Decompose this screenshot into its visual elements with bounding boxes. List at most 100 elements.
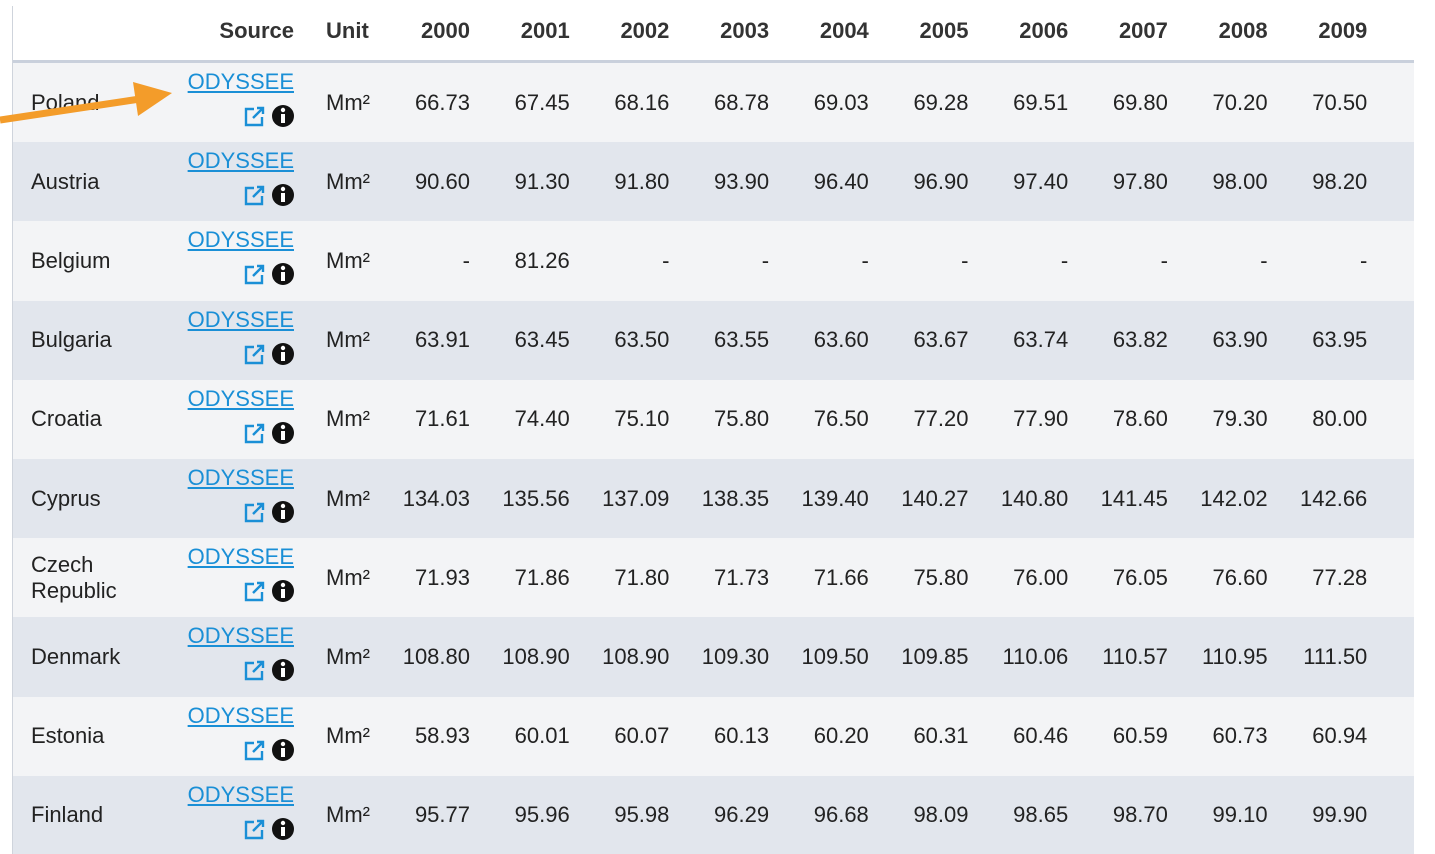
value-cell: 69.51 bbox=[1013, 89, 1069, 115]
source-icons bbox=[244, 817, 294, 840]
unit-cell: Mm² bbox=[326, 89, 370, 115]
source-icons bbox=[242, 499, 294, 530]
value-cell: 63.55 bbox=[714, 327, 770, 353]
value-cell: 60.59 bbox=[1112, 723, 1168, 749]
source-icons bbox=[244, 184, 294, 207]
value-cell: 60.20 bbox=[813, 723, 869, 749]
country-cell: Finland bbox=[31, 776, 161, 854]
value-cell: 79.30 bbox=[1212, 406, 1268, 432]
value-cell: 60.73 bbox=[1212, 723, 1268, 749]
table-row: Finland ODYSSEE Mm² 95.77 95.96 95.98 96.29 96.… bbox=[13, 775, 1414, 854]
source-icons bbox=[244, 501, 294, 523]
source-icons bbox=[244, 659, 294, 682]
value-cell: 69.80 bbox=[1112, 89, 1168, 115]
value-cell: 63.60 bbox=[813, 327, 869, 353]
value-cell: - bbox=[1260, 247, 1268, 273]
value-cell: 69.28 bbox=[913, 89, 969, 115]
table-row: Estonia ODYSSEE Mm² 58.93 60.01 60.07 60.13 60.… bbox=[13, 696, 1414, 776]
value-cell: 76.50 bbox=[813, 406, 869, 432]
value-cell: 99.10 bbox=[1212, 802, 1268, 828]
value-cell: 75.80 bbox=[913, 564, 969, 590]
source-link[interactable]: ODYSSEE bbox=[187, 227, 294, 253]
column-header: 2000 bbox=[421, 18, 470, 43]
source-link[interactable]: ODYSSEE bbox=[187, 306, 294, 332]
source-link[interactable]: ODYSSEE bbox=[187, 465, 294, 490]
country-cell: Czech Republic bbox=[31, 538, 161, 617]
source-icons bbox=[242, 420, 294, 451]
source-icons bbox=[244, 421, 294, 444]
value-cell: 110.95 bbox=[1201, 643, 1268, 669]
value-cell: - bbox=[761, 247, 770, 273]
source-icons bbox=[244, 738, 294, 761]
value-cell: 63.91 bbox=[414, 327, 470, 353]
value-cell: 98.00 bbox=[1212, 168, 1268, 194]
source-link[interactable]: ODYSSEE bbox=[187, 544, 294, 570]
value-cell: 63.90 bbox=[1212, 327, 1268, 353]
value-cell: 71.66 bbox=[813, 564, 869, 590]
source-icons bbox=[242, 261, 294, 292]
source-icons bbox=[242, 578, 294, 609]
value-cell: 78.60 bbox=[1112, 406, 1168, 432]
value-cell: 91.80 bbox=[614, 168, 670, 194]
data-table: Source Unit 2000 2001 2002 2003 2004 2005 2006 20… bbox=[12, 6, 1414, 854]
column-header: 2007 bbox=[1118, 18, 1168, 43]
value-cell: - bbox=[662, 247, 670, 273]
value-cell: 70.50 bbox=[1312, 89, 1368, 115]
value-cell: 63.95 bbox=[1312, 327, 1368, 353]
value-cell: 140.27 bbox=[901, 485, 969, 511]
value-cell: 81.26 bbox=[514, 247, 570, 273]
value-cell: 68.78 bbox=[714, 89, 770, 115]
unit-cell: Mm² bbox=[326, 406, 370, 432]
source-link[interactable]: ODYSSEE bbox=[187, 702, 294, 728]
value-cell: 99.90 bbox=[1312, 802, 1368, 828]
source-link[interactable]: ODYSSEE bbox=[187, 623, 294, 649]
source-link[interactable]: ODYSSEE bbox=[187, 781, 294, 807]
unit-cell: Mm² bbox=[326, 723, 370, 749]
value-cell: 98.09 bbox=[913, 802, 969, 828]
source-icons bbox=[244, 580, 294, 603]
value-cell: 63.74 bbox=[1013, 327, 1069, 353]
source-link[interactable]: ODYSSEE bbox=[187, 385, 294, 411]
country-name: Cyprus bbox=[31, 485, 101, 511]
value-cell: 97.80 bbox=[1112, 168, 1168, 194]
source-icons bbox=[242, 737, 294, 768]
source-link[interactable]: ODYSSEE bbox=[187, 69, 294, 94]
value-cell: 76.05 bbox=[1112, 564, 1168, 590]
country-name: Austria bbox=[31, 168, 100, 194]
value-cell: 142.66 bbox=[1300, 485, 1368, 511]
value-cell: 60.07 bbox=[614, 723, 670, 749]
column-header: 2004 bbox=[819, 18, 869, 43]
table-row: Poland ODYSSEE Mm² 66.73 67.45 68.16 68.78 69.0… bbox=[13, 63, 1414, 143]
value-cell: - bbox=[861, 247, 869, 273]
value-cell: 110.57 bbox=[1102, 643, 1168, 669]
value-cell: 71.61 bbox=[414, 406, 470, 432]
table-row: Croatia ODYSSEE Mm² 71.61 74.40 75.10 75.80 76.… bbox=[13, 379, 1414, 459]
value-cell: 96.29 bbox=[714, 802, 770, 828]
source-icons bbox=[242, 341, 294, 372]
column-header: 2005 bbox=[919, 18, 969, 43]
unit-cell: Mm² bbox=[326, 643, 370, 669]
unit-cell: Mm² bbox=[326, 327, 370, 353]
country-cell: Croatia bbox=[31, 380, 161, 459]
value-cell: 71.73 bbox=[714, 564, 770, 590]
column-header: 2009 bbox=[1318, 18, 1368, 43]
value-cell: 75.80 bbox=[714, 406, 770, 432]
value-cell: 109.30 bbox=[701, 643, 770, 669]
country-cell: Austria bbox=[31, 142, 161, 221]
country-cell: Cyprus bbox=[31, 459, 161, 538]
value-cell: 108.90 bbox=[502, 643, 570, 669]
source-link[interactable]: ODYSSEE bbox=[187, 148, 294, 174]
value-cell: 108.90 bbox=[602, 643, 670, 669]
value-cell: 80.00 bbox=[1312, 406, 1368, 432]
country-cell: Belgium bbox=[31, 221, 161, 300]
value-cell: - bbox=[462, 247, 470, 273]
country-cell: Bulgaria bbox=[31, 301, 161, 380]
value-cell: 63.67 bbox=[913, 327, 969, 353]
value-cell: 60.94 bbox=[1312, 723, 1368, 749]
value-cell: 60.31 bbox=[913, 723, 969, 749]
value-cell: - bbox=[1160, 247, 1168, 273]
value-cell: 98.65 bbox=[1013, 802, 1069, 828]
value-cell: 95.77 bbox=[414, 802, 470, 828]
value-cell: 76.60 bbox=[1212, 564, 1268, 590]
